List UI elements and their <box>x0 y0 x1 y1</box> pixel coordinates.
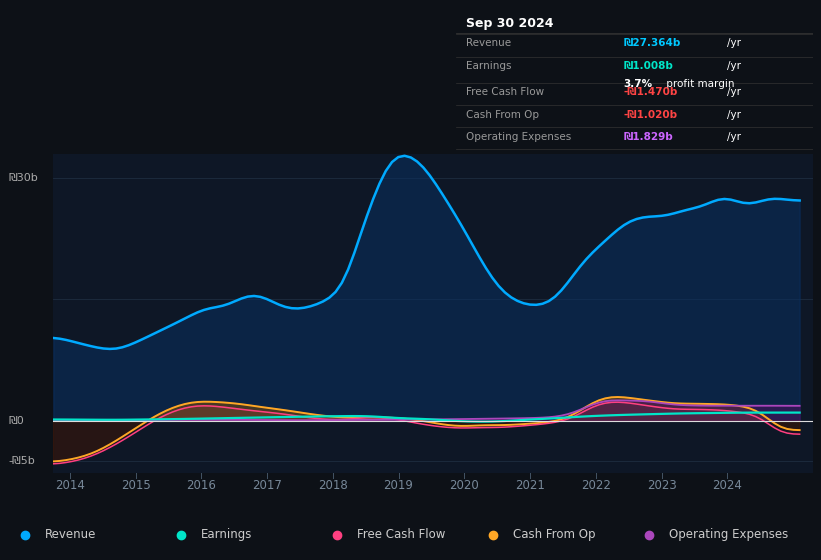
Text: 2019: 2019 <box>383 479 414 492</box>
Text: 2021: 2021 <box>515 479 545 492</box>
Text: Free Cash Flow: Free Cash Flow <box>466 87 544 97</box>
Text: /yr: /yr <box>727 87 741 97</box>
Text: Earnings: Earnings <box>466 62 511 71</box>
Text: 2016: 2016 <box>186 479 216 492</box>
Text: Operating Expenses: Operating Expenses <box>669 528 788 542</box>
Text: 2018: 2018 <box>318 479 347 492</box>
Text: Cash From Op: Cash From Op <box>466 110 539 119</box>
Text: Revenue: Revenue <box>45 528 97 542</box>
Text: Free Cash Flow: Free Cash Flow <box>357 528 446 542</box>
Text: Sep 30 2024: Sep 30 2024 <box>466 17 554 30</box>
Text: -₪5b: -₪5b <box>8 456 35 466</box>
Text: Cash From Op: Cash From Op <box>513 528 595 542</box>
Text: /yr: /yr <box>727 132 741 142</box>
Text: Revenue: Revenue <box>466 39 511 48</box>
Text: ₪1.829b: ₪1.829b <box>623 132 673 142</box>
Text: -₪1.020b: -₪1.020b <box>623 110 677 119</box>
Text: ₪1.008b: ₪1.008b <box>623 62 673 71</box>
Text: /yr: /yr <box>727 62 741 71</box>
Text: Earnings: Earnings <box>201 528 253 542</box>
Text: ₪0: ₪0 <box>8 416 24 426</box>
Text: -₪1.470b: -₪1.470b <box>623 87 678 97</box>
Text: 2015: 2015 <box>121 479 150 492</box>
Text: ₪30b: ₪30b <box>8 173 38 183</box>
Text: 2020: 2020 <box>449 479 479 492</box>
Text: /yr: /yr <box>727 110 741 119</box>
Text: /yr: /yr <box>727 39 741 48</box>
Text: 2023: 2023 <box>647 479 677 492</box>
Text: profit margin: profit margin <box>663 79 734 89</box>
Text: ₪27.364b: ₪27.364b <box>623 39 681 48</box>
Text: 2024: 2024 <box>713 479 742 492</box>
Text: 2014: 2014 <box>55 479 85 492</box>
Text: 3.7%: 3.7% <box>623 79 653 89</box>
Text: 2022: 2022 <box>581 479 611 492</box>
Text: 2017: 2017 <box>252 479 282 492</box>
Text: Operating Expenses: Operating Expenses <box>466 132 571 142</box>
